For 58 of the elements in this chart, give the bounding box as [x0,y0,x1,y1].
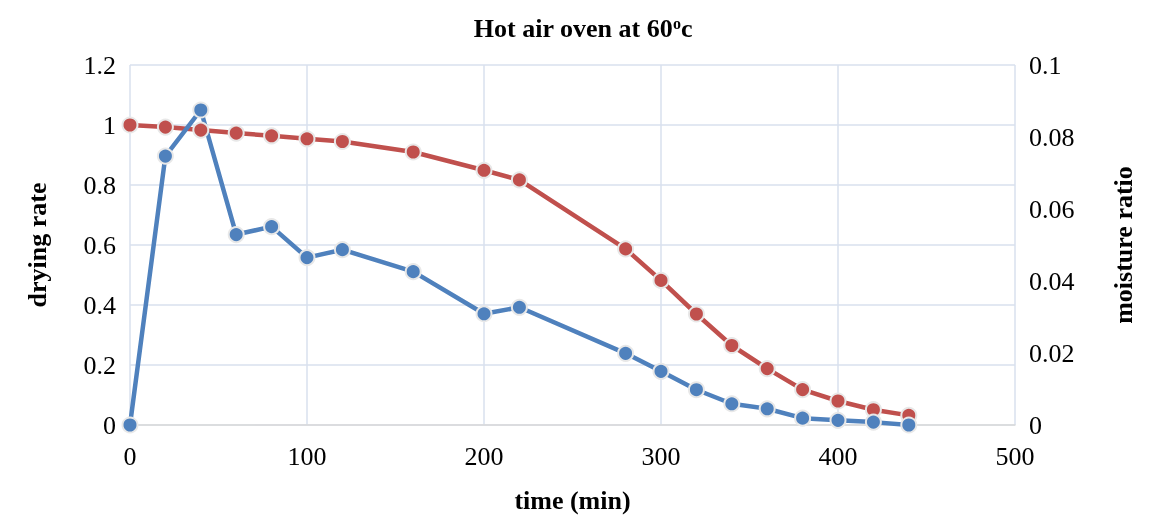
x-axis-title: time (min) [514,485,631,515]
point [192,101,210,119]
point [263,127,281,145]
point [510,298,528,316]
x-tick-label: 100 [287,441,327,471]
point [475,161,493,179]
point [758,400,776,418]
point [227,124,245,142]
point [687,381,705,399]
y-axis-title: drying rate [22,182,52,308]
x-tick-label: 0 [123,441,137,471]
y-tick-label: 1 [103,110,116,140]
x-tick-label: 400 [818,441,858,471]
point [652,362,670,380]
x-tick-label: 500 [995,441,1035,471]
point [298,130,316,148]
point [404,143,422,161]
y2-tick-label: 0.06 [1029,194,1075,224]
point [687,305,705,323]
y2-tick-label: 0 [1029,410,1042,440]
point [156,147,174,165]
point [192,121,210,139]
point [794,409,812,427]
point [864,413,882,431]
point [829,392,847,410]
point [333,241,351,259]
y2-tick-label: 0.04 [1029,266,1075,296]
point [263,218,281,236]
y-tick-label: 0 [103,410,116,440]
point [475,305,493,323]
point [510,171,528,189]
point [723,395,741,413]
y-tick-label: 1.2 [83,50,116,80]
y-tick-label: 0.6 [83,230,116,260]
point [723,337,741,354]
x-tick-label: 200 [464,441,504,471]
point [900,416,918,434]
y-tick-label: 0.2 [83,350,116,380]
point [829,411,847,429]
point [404,263,422,281]
point [794,381,812,399]
point [617,344,635,362]
point [333,133,351,150]
y-tick-label: 0.8 [83,170,116,200]
point [156,118,174,136]
point [227,226,245,244]
y2-tick-label: 0.08 [1029,122,1075,152]
y2-tick-label: 0.1 [1029,50,1062,80]
point [121,116,139,134]
point [298,249,316,267]
point [617,240,635,258]
y-tick-label: 0.4 [83,290,116,320]
y2-tick-label: 0.02 [1029,338,1075,368]
x-tick-label: 300 [641,441,681,471]
point [652,271,670,289]
point [758,360,776,378]
point [121,416,139,434]
y2-axis-title: moisture ratio [1108,166,1138,324]
